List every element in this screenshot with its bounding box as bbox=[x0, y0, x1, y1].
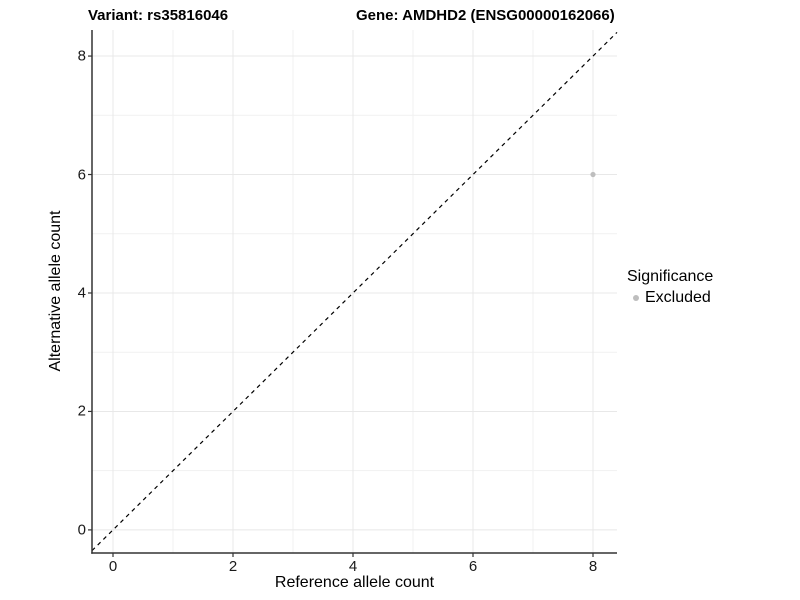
data-point bbox=[590, 171, 596, 178]
legend-entries: Excluded bbox=[627, 289, 713, 307]
variant-title: Variant: rs35816046 bbox=[88, 7, 229, 24]
gene-title: Gene: AMDHD2 (ENSG00000162066) bbox=[356, 7, 615, 24]
identity-line bbox=[91, 31, 618, 552]
y-tick-label: 4 bbox=[77, 284, 86, 302]
x-tick-label: 8 bbox=[588, 558, 598, 575]
legend: Significance Excluded bbox=[627, 268, 713, 307]
x-tick-label: 6 bbox=[468, 558, 478, 575]
y-tick-label: 2 bbox=[77, 402, 86, 420]
legend-entry: Excluded bbox=[627, 289, 713, 307]
y-tick-label: 6 bbox=[77, 166, 86, 184]
legend-point-icon bbox=[633, 295, 639, 301]
x-axis-title: Reference allele count bbox=[274, 574, 435, 591]
y-tick-label: 0 bbox=[77, 521, 86, 539]
y-tick-label: 8 bbox=[77, 47, 86, 65]
x-tick-label: 2 bbox=[228, 558, 238, 575]
x-tick-label: 0 bbox=[108, 558, 118, 575]
legend-entry-label: Excluded bbox=[645, 289, 711, 306]
x-tick-label: 4 bbox=[348, 558, 358, 575]
legend-title: Significance bbox=[627, 268, 714, 285]
y-axis-title: Alternative allele count bbox=[47, 210, 64, 372]
